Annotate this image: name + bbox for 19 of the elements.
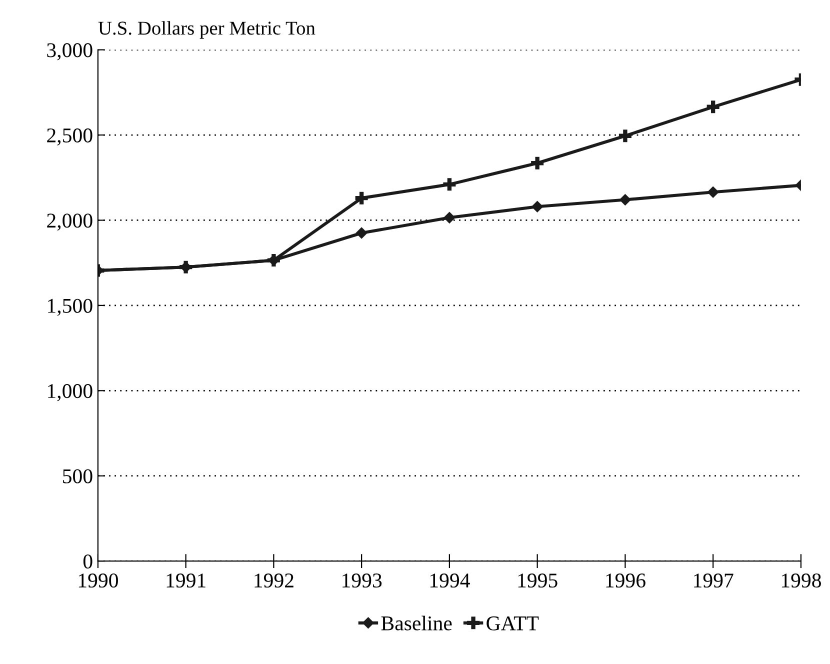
y-tick-label: 3,000 [47, 43, 92, 60]
y-tick-label: 1,000 [48, 384, 92, 402]
legend-label: GATT [486, 616, 539, 630]
x-tick-label: 1990 [78, 573, 118, 588]
y-tick-label: 0 [83, 554, 92, 569]
x-tick-label: 1994 [430, 574, 470, 588]
y-tick-label: 2,000 [47, 214, 92, 231]
x-tick-label: 1997 [694, 574, 734, 588]
y-tick-label: 1,500 [48, 298, 92, 316]
x-tick-label: 1993 [342, 574, 382, 588]
y-tick-label: 500 [63, 469, 92, 484]
y-axis-title: U.S. Dollars per Metric Ton [98, 21, 316, 39]
legend-label: Baseline [381, 616, 452, 630]
x-tick-label: 1991 [166, 574, 206, 588]
y-tick-label: 2,500 [47, 128, 92, 146]
x-tick-label: 1995 [518, 574, 558, 588]
x-tick-label: 1998 [782, 573, 821, 588]
x-tick-label: 1996 [606, 574, 646, 588]
x-tick-label: 1992 [254, 574, 294, 588]
